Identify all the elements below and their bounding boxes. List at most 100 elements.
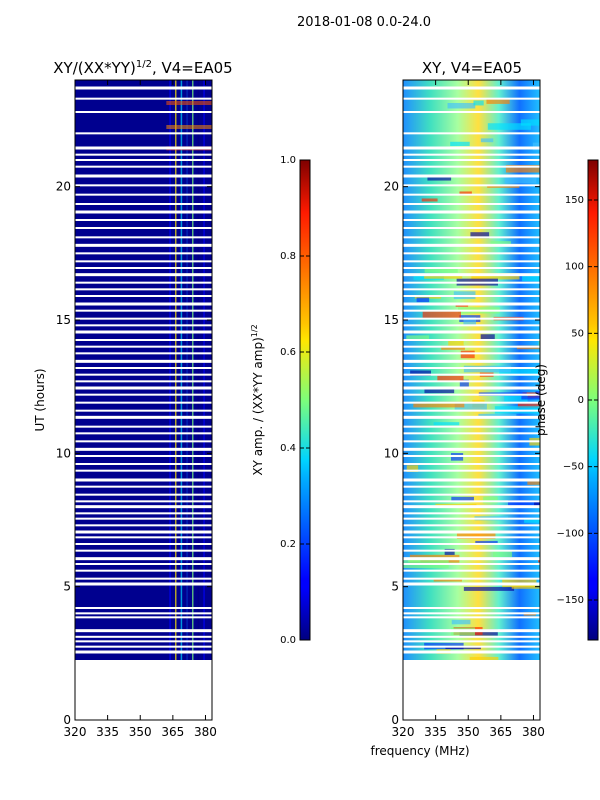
amp-ratio-ytick-label: 5 <box>63 580 71 594</box>
amp-gap-row <box>75 517 212 520</box>
phase-gap-row <box>403 616 540 619</box>
phase-blob <box>448 339 464 347</box>
phase-blob <box>447 102 476 109</box>
amp-gap-row <box>75 530 212 534</box>
phase-blob <box>486 99 510 104</box>
amp-gap-row <box>75 330 212 334</box>
phase-blob <box>450 141 470 147</box>
phase-gap-row <box>403 536 540 539</box>
amp-gap-row <box>75 500 212 503</box>
phase-gap-row <box>403 563 540 565</box>
phase-blob <box>480 138 494 143</box>
phase-gap-row <box>403 267 540 269</box>
amp-gap-row <box>75 193 212 196</box>
amp-gap-row <box>75 86 212 90</box>
amp-colorbar-tick-label: 1.0 <box>280 155 296 166</box>
phase-blob <box>433 422 460 426</box>
phase-gap-row <box>403 260 540 263</box>
amp-ratio-title: XY/(XX*YY)1/2, V4=EA05 <box>53 59 232 77</box>
phase-blob <box>463 317 477 326</box>
phase-colorbar: −150 −100 −50 0 50 100 150 phase (deg) <box>534 159 599 641</box>
phase-xtick-label: 365 <box>489 725 512 739</box>
amp-streak <box>203 80 205 660</box>
phase-blob <box>534 502 540 508</box>
phase-ytick-label: 20 <box>384 180 399 194</box>
phase-blob <box>504 177 537 184</box>
phase-gap-row <box>403 273 540 277</box>
amp-gap-row <box>75 401 212 404</box>
phase-colorbar-tick-label: 0 <box>578 395 584 406</box>
amp-gap-row <box>75 440 212 443</box>
phase-gap-row <box>403 174 540 178</box>
amp-ratio-ytick-label: 0 <box>63 713 71 727</box>
phase-gap-row <box>403 524 540 527</box>
amp-gap-row <box>75 512 212 515</box>
amp-gap-row <box>75 629 212 633</box>
amp-gap-row <box>75 159 212 161</box>
phase-gap-row <box>403 324 540 327</box>
phase-gap-row <box>403 339 540 341</box>
amp-gap-row <box>75 582 212 586</box>
phase-gap-row <box>403 373 540 376</box>
figure-suptitle: 2018-01-08 0.0-24.0 <box>297 15 431 30</box>
amp-gap-row <box>75 478 212 482</box>
amp-gap-row <box>75 373 212 376</box>
phase-gap-row <box>403 367 540 369</box>
phase-blob <box>521 396 540 400</box>
phase-gap-row <box>403 517 540 520</box>
amp-gap-row <box>75 324 212 327</box>
amp-ratio-frame <box>74 79 213 721</box>
phase-blob <box>410 370 431 376</box>
phase-blob <box>416 297 430 303</box>
phase-gap-row <box>403 330 540 334</box>
amp-gap-row <box>75 645 212 648</box>
phase-gap-row <box>403 415 540 419</box>
phase-gap-row <box>403 512 540 515</box>
phase-gap-row <box>403 493 540 496</box>
phase-blob <box>422 311 461 319</box>
phase-blob <box>483 496 498 504</box>
amp-ratio-xtick-label: 335 <box>96 725 119 739</box>
amp-gap-row <box>75 317 212 320</box>
amp-hotspot <box>166 101 212 105</box>
phase-blob <box>463 586 515 591</box>
phase-gap-row <box>403 210 540 214</box>
amp-colorbar-tick-label: 0.6 <box>280 347 296 358</box>
amp-gap-row <box>75 380 212 383</box>
phase-gap-row <box>403 288 540 291</box>
phase-blob <box>517 402 540 408</box>
amp-colorbar-ticks: 0.0 0.2 0.4 0.6 0.8 1.0 <box>280 155 310 646</box>
phase-gap-row <box>403 193 540 196</box>
phase-heatmap <box>403 80 540 720</box>
amp-colorbar-tick-label: 0.2 <box>280 539 296 550</box>
amp-gap-row <box>75 650 212 654</box>
amp-gap-row <box>75 415 212 419</box>
amp-gap-row <box>75 447 212 451</box>
phase-gap-row <box>403 505 540 509</box>
phase-gap-row <box>403 607 540 609</box>
phase-blob <box>444 548 455 555</box>
phase-gap-row <box>403 401 540 404</box>
phase-blob <box>535 391 540 397</box>
phase-xtick-label: 335 <box>424 725 447 739</box>
phase-gap-row <box>403 184 540 187</box>
phase-gap-row <box>403 629 540 633</box>
phase-gap-row <box>403 111 540 113</box>
phase-blob <box>487 123 531 130</box>
phase-gap-row <box>403 447 540 451</box>
phase-blob <box>427 175 452 181</box>
phase-xtick-label: 380 <box>522 725 545 739</box>
amp-gap-row <box>75 252 212 255</box>
phase-blob <box>504 395 528 403</box>
phase-colorbar-tick-label: 100 <box>565 262 584 273</box>
amp-gap-row <box>75 227 212 229</box>
phase-gap-row <box>403 432 540 435</box>
amp-hotspot <box>166 125 212 129</box>
amp-gap-row <box>75 165 212 168</box>
phase-gap-row <box>403 295 540 297</box>
phase-blob <box>505 164 540 173</box>
phase-gap-row <box>403 577 540 580</box>
amp-colorbar-tick-label: 0.4 <box>280 443 296 454</box>
phase-blob <box>454 402 487 410</box>
phase-blob <box>522 274 540 282</box>
